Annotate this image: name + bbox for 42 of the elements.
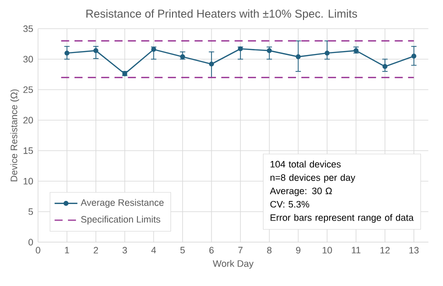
annotation: Average: 30 Ω bbox=[270, 188, 332, 196]
x-tick-label: 13 bbox=[409, 246, 419, 254]
x-tick-label: 1 bbox=[65, 246, 70, 254]
y-tick-label: 0 bbox=[28, 238, 33, 246]
annotation: Error bars represent range of data bbox=[270, 214, 414, 223]
x-tick-label: 9 bbox=[296, 246, 300, 254]
point bbox=[238, 46, 243, 52]
legend-label: Average Resistance bbox=[80, 198, 164, 208]
point bbox=[180, 54, 186, 60]
point bbox=[296, 54, 301, 60]
annotation: n=8 devices per day bbox=[270, 174, 356, 183]
annotation: CV: 5.3% bbox=[270, 200, 310, 208]
point bbox=[64, 50, 70, 56]
annotation: 104 total devices bbox=[270, 160, 341, 168]
y-tick-label: 30 bbox=[23, 56, 33, 62]
y-tick-label: 15 bbox=[24, 147, 33, 154]
y-tick-label: 5 bbox=[28, 208, 33, 215]
y-tick-label: 10 bbox=[24, 178, 33, 184]
x-tick-label: 11 bbox=[352, 246, 360, 254]
x-tick-label: 12 bbox=[380, 246, 390, 254]
x-tick-label: 5 bbox=[180, 246, 185, 254]
point bbox=[411, 54, 416, 59]
x-tick-label: 0 bbox=[36, 246, 40, 254]
x-tick-label: 4 bbox=[151, 246, 156, 254]
x-axis-title: Work Day bbox=[212, 260, 254, 269]
x-tick-label: 7 bbox=[238, 246, 243, 254]
x-tick-label: 3 bbox=[122, 246, 127, 254]
x-tick-label: 2 bbox=[94, 246, 98, 254]
point bbox=[382, 64, 388, 69]
x-tick-label: 10 bbox=[322, 246, 332, 254]
legend-label: Specification Limits bbox=[81, 216, 160, 224]
point bbox=[209, 62, 214, 66]
x-tick-label: 6 bbox=[209, 246, 214, 254]
y-axis-title: Device Resistance (Ω) bbox=[10, 89, 20, 182]
y-tick-label: 20 bbox=[23, 116, 33, 124]
y-tick-label: 35 bbox=[23, 25, 33, 32]
point bbox=[354, 48, 359, 54]
point bbox=[324, 50, 330, 56]
chart-title: Resistance of Printed Heaters with ±10% Spec. Limits bbox=[86, 9, 358, 20]
point bbox=[93, 48, 98, 54]
x-tick-label: 8 bbox=[267, 246, 272, 254]
y-tick-label: 25 bbox=[23, 86, 33, 93]
